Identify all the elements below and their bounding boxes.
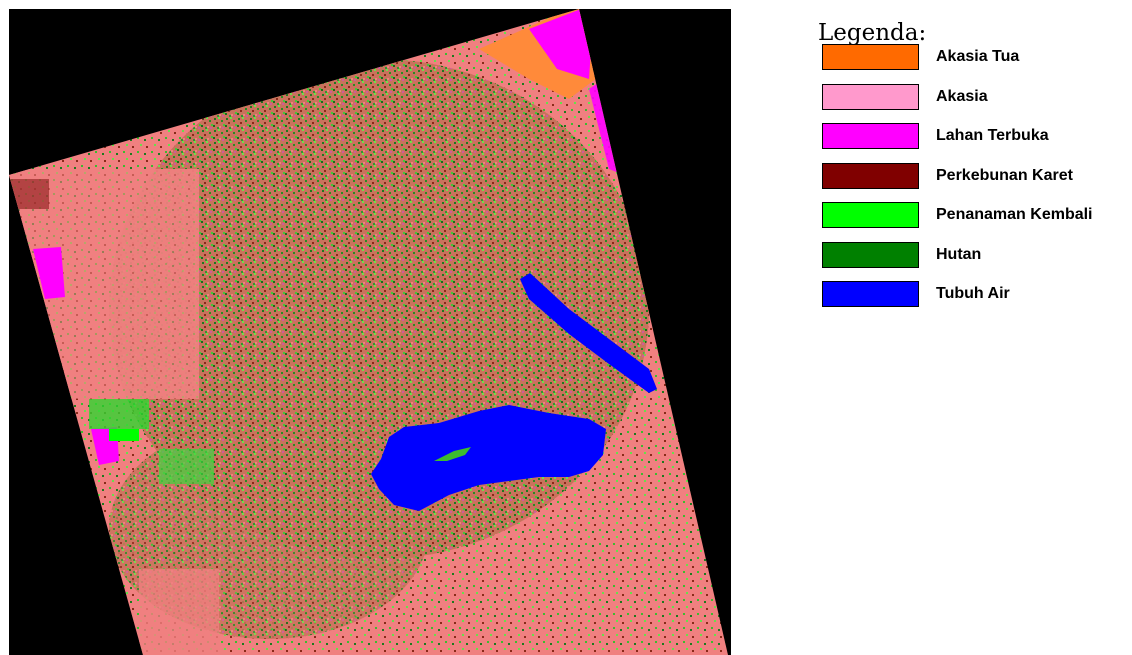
legend-item-akasia: Akasia xyxy=(822,83,1128,112)
legend-item-lahan-terbuka: Lahan Terbuka xyxy=(822,123,1128,151)
legend-item-hutan: Hutan xyxy=(822,241,1128,270)
legend-swatch-tubuh-air xyxy=(822,281,919,307)
legend-item-akasia-tua: Akasia Tua xyxy=(822,44,1128,72)
legend-label-hutan: Hutan xyxy=(936,245,982,263)
legend-title: Legenda: xyxy=(818,20,927,46)
legend-swatch-akasia-tua xyxy=(822,44,919,70)
classification-map xyxy=(9,9,731,655)
legend-label-tubuh-air: Tubuh Air xyxy=(936,285,1010,302)
legend-item-penanaman-kembali: Penanaman Kembali xyxy=(822,202,1128,230)
legend-label-akasia: Akasia xyxy=(936,87,988,105)
legend-label-lahan-terbuka: Lahan Terbuka xyxy=(936,127,1049,144)
legend-swatch-lahan-terbuka xyxy=(822,123,919,149)
legend-label-penanaman-kembali: Penanaman Kembali xyxy=(936,206,1093,223)
legend-swatch-hutan xyxy=(822,241,919,268)
legend-swatch-akasia xyxy=(822,83,919,110)
legend-item-tubuh-air: Tubuh Air xyxy=(822,281,1128,309)
water-body-large-lake xyxy=(371,405,606,511)
legend-swatch-perkebunan-karet xyxy=(822,162,919,189)
legend-label-akasia-tua: Akasia Tua xyxy=(936,48,1020,65)
water-body-narrow-lake xyxy=(520,273,657,393)
legend: Legenda: Akasia Tua Akasia Lahan Terbuka Pe… xyxy=(818,20,1128,307)
legend-item-perkebunan-karet: Perkebunan Karet xyxy=(822,162,1128,191)
legend-swatch-penanaman-kembali xyxy=(822,202,919,228)
legend-label-perkebunan-karet: Perkebunan Karet xyxy=(936,166,1073,184)
map-canvas xyxy=(9,9,728,655)
